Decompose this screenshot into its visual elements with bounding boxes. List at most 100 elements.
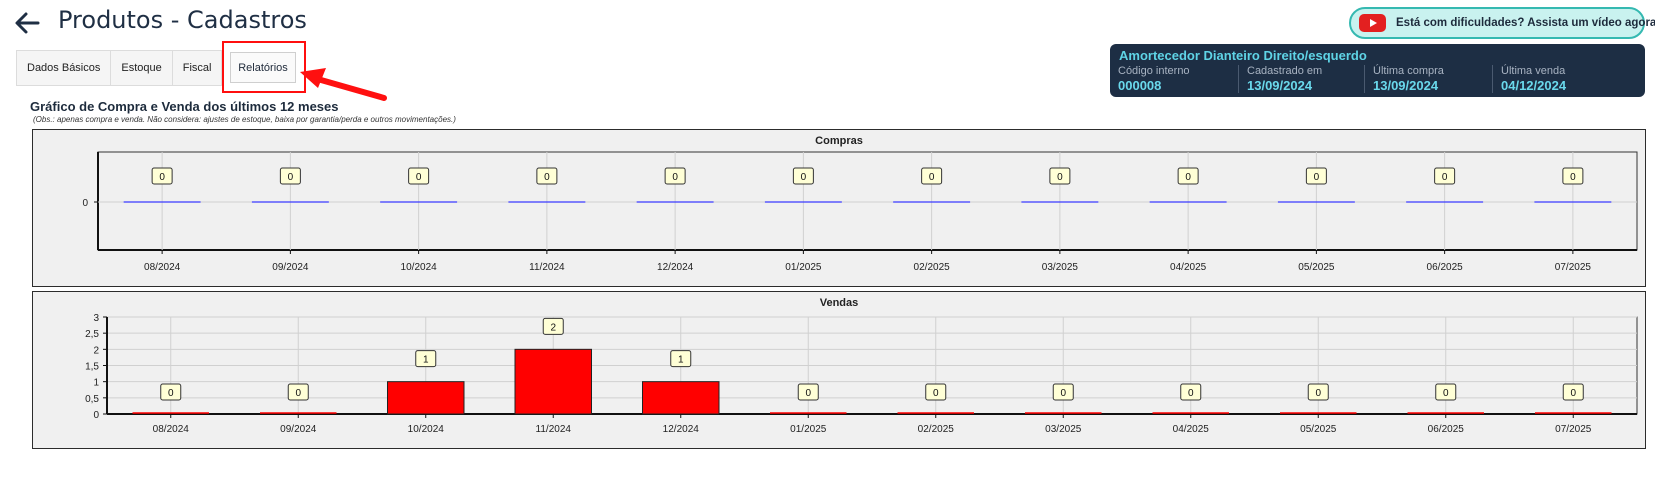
data-label: 0 [1443, 388, 1449, 399]
compras-chart: Compras 0 0 08/2024 0 09/2024 0 10/2024 0 11/202… [32, 129, 1646, 287]
y-tick-label: 0 [93, 410, 99, 421]
x-tick-label: 12/2024 [657, 262, 694, 273]
data-label: 0 [1314, 172, 1320, 183]
data-label-box [1562, 383, 1584, 401]
data-label: 1 [678, 355, 684, 366]
data-label-box [536, 167, 558, 185]
data-label-box [287, 383, 309, 401]
compras-chart-svg: 0 0 08/2024 0 09/2024 0 10/2024 0 11/2024 0 12/202… [82, 151, 1638, 273]
x-tick-label: 09/2024 [272, 262, 309, 273]
x-tick-label: 05/2025 [1298, 262, 1335, 273]
data-label: 0 [1570, 388, 1576, 399]
highlight-box: Relatórios [222, 41, 306, 93]
data-label-box [160, 383, 182, 401]
help-video-label: Está com dificuldades? Assista um vídeo … [1396, 17, 1655, 29]
x-tick-label: 02/2025 [914, 262, 951, 273]
data-label-box [279, 167, 301, 185]
data-label-box [1052, 383, 1074, 401]
info-value: 13/09/2024 [1373, 78, 1439, 93]
x-tick-label: 07/2025 [1555, 424, 1592, 435]
x-tick-label: 04/2025 [1173, 424, 1210, 435]
data-label: 0 [1057, 172, 1063, 183]
x-tick-label: 10/2024 [408, 424, 445, 435]
youtube-icon [1359, 14, 1386, 32]
data-label-box [1307, 383, 1329, 401]
x-tick-label: 01/2025 [785, 262, 822, 273]
x-tick-label: 11/2024 [536, 424, 572, 435]
x-tick-label: 12/2024 [663, 424, 700, 435]
report-note: (Obs.: apenas compra e venda. Não consid… [33, 115, 456, 124]
bar [387, 381, 465, 415]
tab-dados-basicos[interactable]: Dados Básicos [16, 50, 111, 86]
data-label: 0 [1315, 388, 1321, 399]
back-arrow-icon[interactable] [12, 8, 42, 38]
data-label-box [1180, 383, 1202, 401]
data-label-box [1177, 167, 1199, 185]
data-label-box [925, 383, 947, 401]
y-tick-label: 0,5 [85, 394, 99, 405]
data-label-box [1434, 167, 1456, 185]
data-label-box [151, 167, 173, 185]
y-tick-label: 0 [82, 198, 88, 209]
data-label: 0 [544, 172, 550, 183]
x-tick-label: 07/2025 [1555, 262, 1592, 273]
data-label-box [792, 167, 814, 185]
data-label: 2 [550, 322, 556, 333]
info-value: 04/12/2024 [1501, 78, 1567, 93]
product-name: Amortecedor Dianteiro Direito/esquerdo [1119, 48, 1367, 63]
data-label: 0 [1570, 172, 1576, 183]
chart-title: Compras [815, 135, 863, 147]
y-tick-label: 2,5 [85, 329, 99, 340]
tab-estoque[interactable]: Estoque [110, 50, 172, 86]
plot-area [97, 151, 1638, 251]
tab-bar: Dados Básicos Estoque Fiscal Relatórios [16, 41, 306, 93]
x-tick-label: 10/2024 [401, 262, 438, 273]
x-tick-label: 02/2025 [918, 424, 955, 435]
help-video-button[interactable]: Está com dificuldades? Assista um vídeo … [1349, 7, 1655, 39]
x-tick-label: 06/2025 [1427, 262, 1464, 273]
data-label-box [921, 167, 943, 185]
bar [642, 381, 720, 415]
data-label-box [408, 167, 430, 185]
vendas-chart-svg: 00,511,522,53008/2024009/2024110/2024211… [85, 313, 1638, 435]
data-label-box [670, 350, 692, 368]
info-ultima-venda: Última venda 04/12/2024 [1492, 65, 1632, 93]
info-cadastrado: Cadastrado em 13/09/2024 [1238, 65, 1364, 93]
x-tick-label: 05/2025 [1300, 424, 1337, 435]
red-arrow-annotation [300, 68, 387, 101]
info-codigo: Código interno 000008 [1110, 65, 1238, 93]
x-tick-label: 06/2025 [1428, 424, 1465, 435]
tab-relatorios[interactable]: Relatórios [230, 52, 296, 83]
data-label: 0 [295, 388, 301, 399]
data-label: 0 [805, 388, 811, 399]
x-tick-label: 01/2025 [790, 424, 827, 435]
info-label: Última venda [1501, 65, 1566, 77]
y-tick-label: 2 [93, 345, 99, 356]
data-label: 0 [168, 388, 174, 399]
y-tick-label: 1 [93, 378, 99, 389]
tab-fiscal[interactable]: Fiscal [171, 50, 223, 86]
x-tick-label: 11/2024 [529, 262, 565, 273]
data-label-box [1049, 167, 1071, 185]
data-label-box [1435, 383, 1457, 401]
page-title: Produtos - Cadastros [58, 6, 307, 34]
data-label-box [542, 317, 564, 335]
info-value: 000008 [1118, 78, 1162, 93]
data-label-box [1562, 167, 1584, 185]
data-label-box [664, 167, 686, 185]
data-label: 0 [159, 172, 165, 183]
report-title: Gráfico de Compra e Venda dos últimos 12… [30, 99, 339, 114]
bar [514, 348, 592, 415]
data-label: 0 [929, 172, 935, 183]
product-info-card: Amortecedor Dianteiro Direito/esquerdo C… [1110, 44, 1645, 97]
data-label-box [1305, 167, 1327, 185]
data-label: 0 [416, 172, 422, 183]
data-label: 0 [933, 388, 939, 399]
data-label: 0 [801, 172, 807, 183]
data-label: 1 [423, 355, 429, 366]
y-tick-label: 1,5 [85, 362, 99, 373]
data-label-box [415, 350, 437, 368]
y-tick-label: 3 [93, 313, 99, 324]
data-label-box [797, 383, 819, 401]
data-label: 0 [1188, 388, 1194, 399]
